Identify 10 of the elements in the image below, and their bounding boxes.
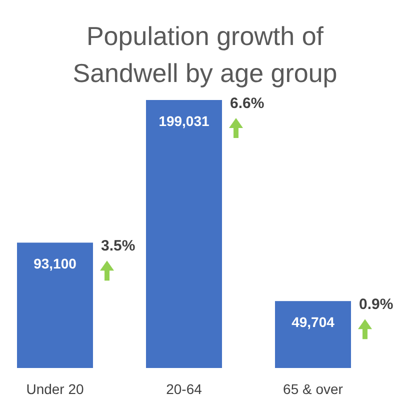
chart-title: Population growth of Sandwell by age group: [72, 21, 338, 88]
annotation: 6.6%: [230, 95, 264, 112]
annotation: 3.5%: [101, 238, 136, 255]
x-tick-label: 20-64: [166, 381, 202, 397]
annotation: 0.9%: [359, 296, 394, 314]
data-label: 49,704: [292, 314, 335, 330]
data-label: 93,100: [34, 256, 77, 272]
x-tick-label: 65 & over: [283, 381, 344, 397]
x-tick-label: Under 20: [26, 381, 84, 397]
data-label: 199,031: [158, 113, 210, 129]
